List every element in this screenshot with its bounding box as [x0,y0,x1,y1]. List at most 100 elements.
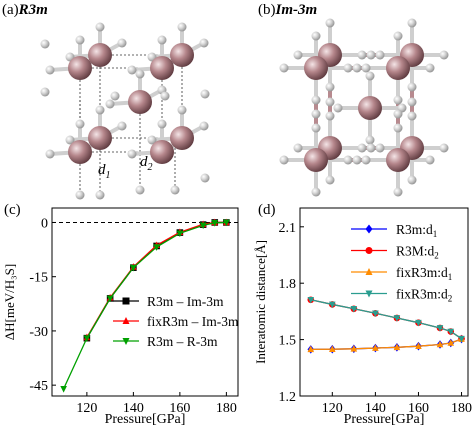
data-point [350,305,358,313]
distance-chart: 120 140 160 180 1.2 1.5 1.8 2.1 R3m:d1 R3M:d2 fix… [253,207,472,427]
sulfur-atom [170,126,194,150]
x-tick-label: 180 [216,401,237,416]
r3m-structure [40,22,210,200]
hydrogen-atom [366,50,376,60]
data-point [436,340,444,348]
data-point [415,319,422,327]
hydrogen-atom [325,18,335,28]
legend-label: R3m:d1 [396,222,437,239]
sulfur-atom [68,56,92,80]
hydrogen-atom [311,187,321,197]
y-tick-label: -15 [29,271,48,286]
hydrogen-atom [407,82,417,92]
x-tick-label: 120 [322,401,343,416]
legend-label: fixR3m – Im-3m [147,314,239,329]
legend-marker [365,224,373,234]
legend-label: fixR3m:d1 [396,265,452,282]
legend-label: R3m – R-3m [147,334,218,349]
panel-b-label: (b)Im-3m [258,2,317,18]
hydrogen-atom [407,111,417,121]
hydrogen-atom [177,22,187,32]
enthalpy-chart: 120 140 160 180 0 -15 -30 -45 R3m – Im-3m fixR3m… [2,207,239,427]
data-point [415,342,422,349]
hydrogen-atom [45,65,55,75]
data-point [329,301,336,309]
sulfur-atom [386,56,410,80]
legend-marker [122,338,130,345]
hydrogen-atom [311,109,321,119]
legend-label: R3m – Im-3m [147,294,224,309]
data-point [372,310,379,318]
hydrogen-atom [311,123,321,133]
data-point [130,264,137,272]
hydrogen-atom [117,38,127,48]
data-point [458,335,465,343]
hydrogen-atom [352,155,362,165]
data-point [106,295,114,303]
hydrogen-atom [157,119,167,129]
data-point [436,325,444,332]
hydrogen-atom [293,143,303,153]
y-tick-label: 1.5 [279,334,297,349]
data-point [372,344,379,351]
hydrogen-atom [199,38,209,48]
hydrogen-atom [439,50,449,60]
data-point [329,345,336,352]
data-point [223,219,230,227]
hydrogen-atom [407,175,417,185]
hydrogen-atom [95,105,105,115]
legend-label: R3M:d2 [396,244,439,261]
chart-d-ylabel: Interatomic distance[Å] [253,240,268,364]
legend-marker [365,268,373,275]
hydrogen-atom [393,123,403,133]
hydrogen-atom [127,65,137,75]
data-point [350,345,358,352]
data-point [447,328,455,336]
hydrogen-atom [393,187,403,197]
d1-label: d1 [98,162,111,181]
sulfur-atom [88,126,112,150]
hydrogen-atom [105,99,115,109]
hydrogen-atom [157,35,167,45]
hydrogen-atom [325,97,335,107]
panel-c-label: (c) [4,202,21,218]
x-tick-label: 160 [408,401,429,416]
sulfur-atom [88,43,112,67]
hydrogen-atom [375,143,385,153]
hydrogen-atom [279,63,289,73]
hydrogen-atom [343,63,353,73]
y-tick-label: 1.8 [279,277,297,292]
x-tick-label: 140 [365,401,386,416]
hydrogen-atom [325,175,335,185]
sulfur-atom [358,96,382,120]
data-point [307,345,315,353]
data-point [447,339,455,346]
hydrogen-atom [357,143,367,153]
sulfur-atom [68,140,92,164]
legend-marker [122,317,130,324]
chart-c-xlabel: Pressure[GPa] [105,412,186,427]
hydrogen-atom [352,63,362,73]
sulfur-atom [170,43,194,67]
hydrogen-atom [439,143,449,153]
y-tick-label: -30 [29,325,48,340]
sulfur-atom [386,148,410,172]
hydrogen-atom [361,63,371,73]
d2-label: d2 [140,154,153,173]
data-point [60,385,67,393]
hydrogen-atom [147,135,157,145]
hydrogen-atom [365,135,375,145]
legend-marker [365,290,373,298]
unit-cell-edges [79,54,183,195]
chart-d-frame [299,207,469,397]
legend-marker [122,297,130,305]
data-point [211,220,219,227]
panel-d-label: (d) [258,202,276,218]
data-point [153,244,160,251]
sulfur-atom [150,140,174,164]
data-point [307,296,315,304]
hydrogen-atom [393,109,403,119]
hydrogen-atom [361,155,371,165]
hydrogen-atom [393,95,403,105]
hydrogen-atom [407,97,417,107]
